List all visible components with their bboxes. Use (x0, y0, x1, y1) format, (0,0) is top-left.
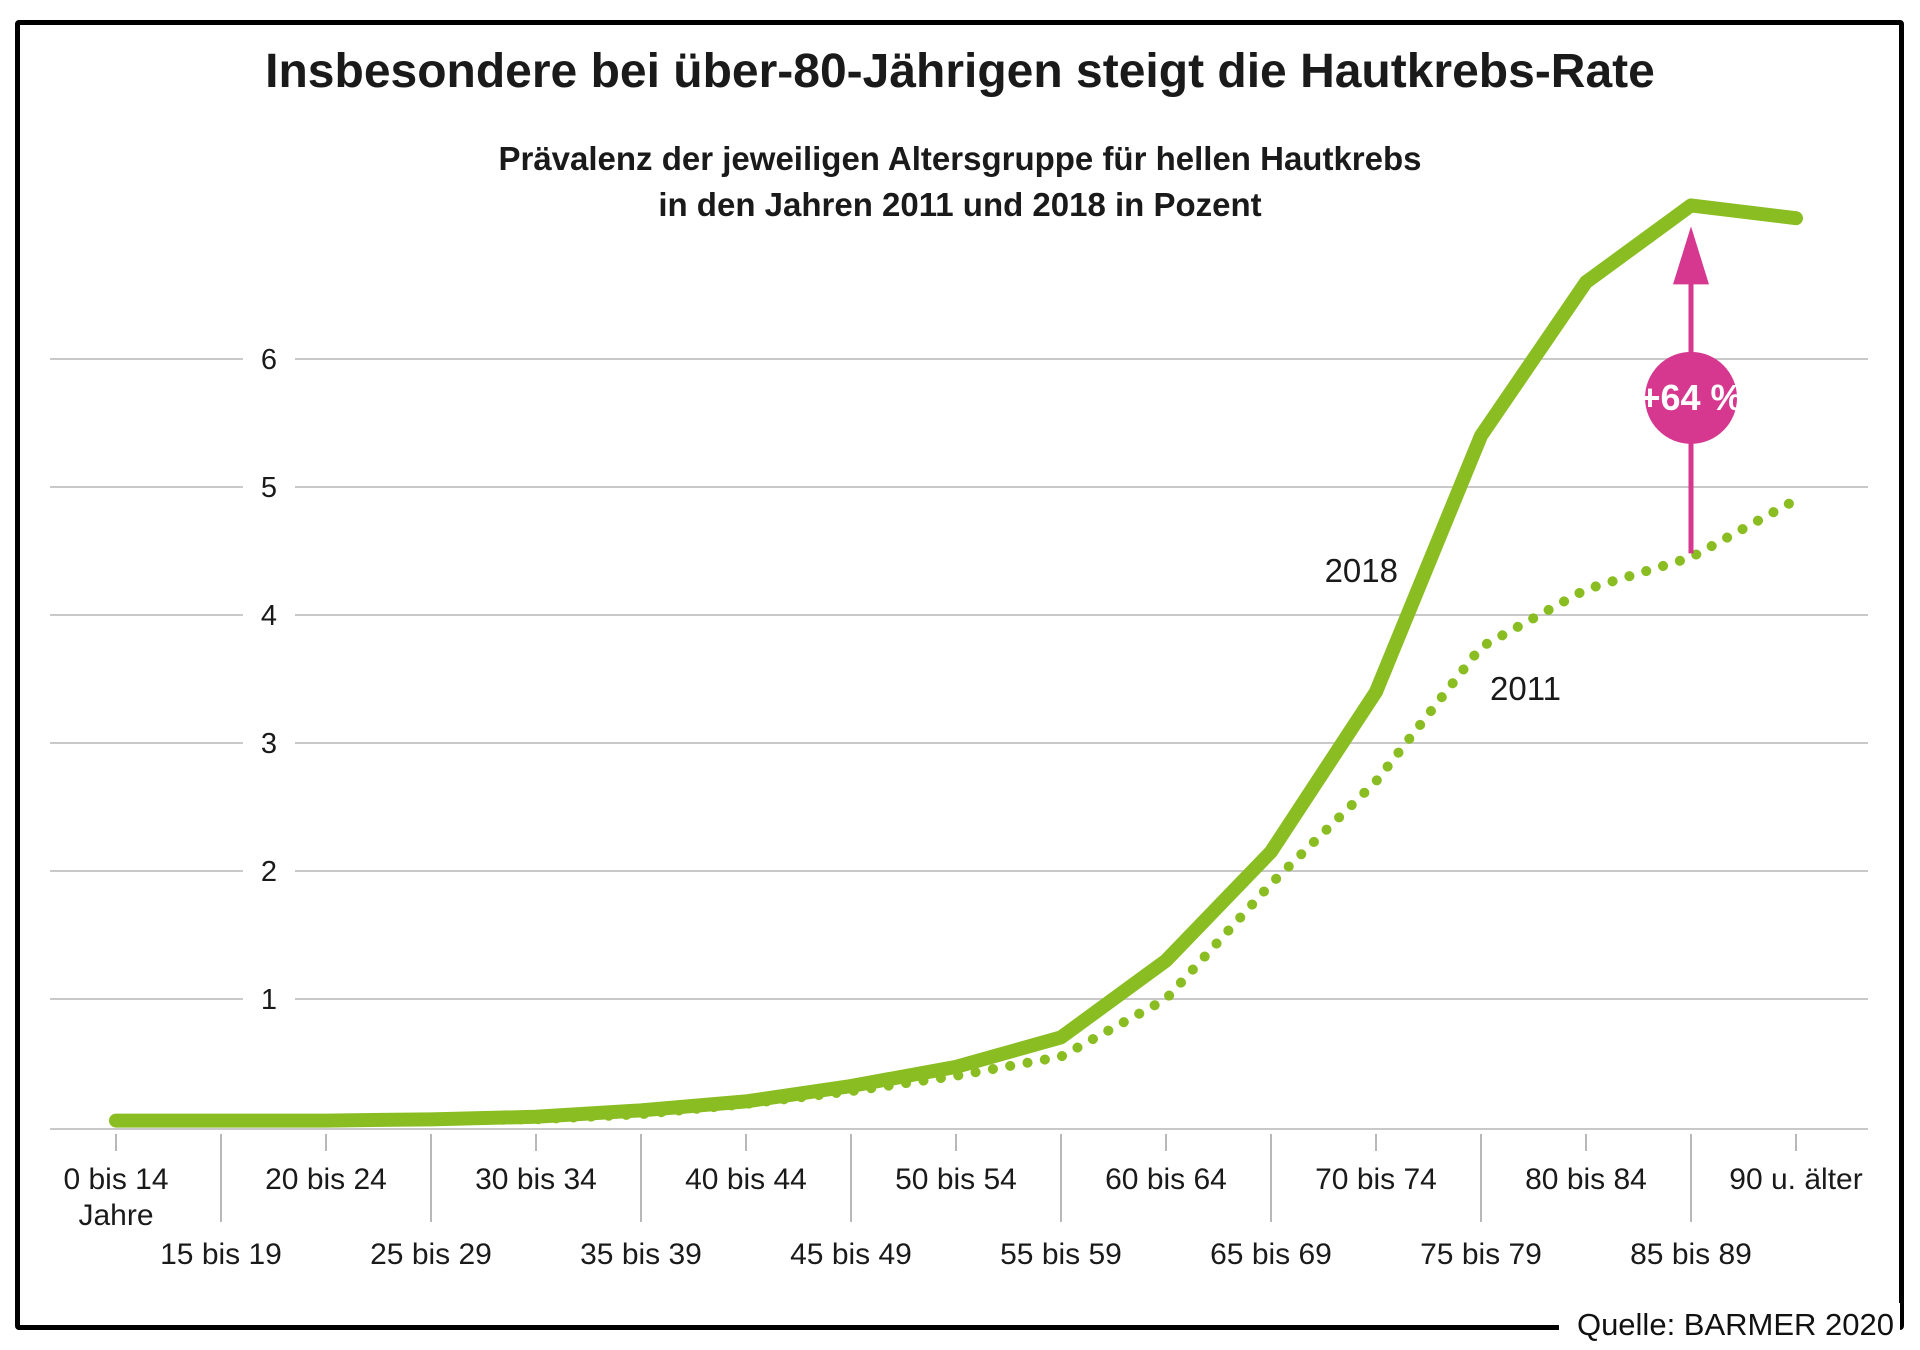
x-label-15-bis-19: 15 bis 19 (160, 1238, 282, 1271)
x-label-65-bis-69: 65 bis 69 (1210, 1238, 1332, 1271)
frame-border (15, 20, 1904, 1330)
series-line-2011 (111, 494, 1801, 1127)
annotation-arrow-head (1673, 226, 1709, 285)
y-label-bg-6 (243, 341, 295, 377)
x-label-20-bis-24: 20 bis 24 (265, 1163, 387, 1196)
x-label-55-bis-59: 55 bis 59 (1000, 1238, 1122, 1271)
y-label-bg-4 (243, 597, 295, 633)
series-label-2011: 2011 (1490, 670, 1561, 707)
y-label-bg-2 (243, 853, 295, 889)
x-label-45-bis-49: 45 bis 49 (790, 1238, 912, 1271)
y-label-bg-5 (243, 469, 295, 505)
series-line-2018 (109, 198, 1803, 1128)
x-label-line2-Jahre: Jahre (78, 1199, 153, 1232)
chart-subtitle: Prävalenz der jeweiligen Altersgruppe fü… (40, 136, 1880, 228)
x-label-50-bis-54: 50 bis 54 (895, 1163, 1017, 1196)
x-label-80-bis-84: 80 bis 84 (1525, 1163, 1647, 1196)
chart-title: Insbesondere bei über-80-Jährigen steigt… (265, 45, 1655, 98)
x-label-75-bis-79: 75 bis 79 (1420, 1238, 1542, 1271)
x-label-90-u.-älter: 90 u. älter (1729, 1163, 1862, 1196)
x-label-40-bis-44: 40 bis 44 (685, 1163, 807, 1196)
y-tick-label-5: 5 (261, 472, 277, 504)
series-label-2018: 2018 (1325, 552, 1398, 589)
subtitle-line-2: in den Jahren 2011 und 2018 in Pozent (658, 186, 1262, 223)
y-label-bg-3 (243, 725, 295, 761)
subtitle-line-1: Prävalenz der jeweiligen Altersgruppe fü… (498, 140, 1422, 177)
x-label-35-bis-39: 35 bis 39 (580, 1238, 702, 1271)
x-label-25-bis-29: 25 bis 29 (370, 1238, 492, 1271)
y-label-bg-1 (243, 981, 295, 1017)
y-tick-label-3: 3 (261, 728, 277, 760)
x-label-85-bis-89: 85 bis 89 (1630, 1238, 1752, 1271)
x-label-60-bis-64: 60 bis 64 (1105, 1163, 1227, 1196)
annotation-label: +64 % (1639, 377, 1742, 418)
x-label-0-bis-14: 0 bis 14 (63, 1163, 168, 1196)
x-label-30-bis-34: 30 bis 34 (475, 1163, 597, 1196)
x-label-70-bis-74: 70 bis 74 (1315, 1163, 1437, 1196)
y-tick-label-2: 2 (261, 856, 277, 888)
y-tick-label-6: 6 (261, 344, 277, 376)
y-tick-label-4: 4 (261, 600, 277, 632)
annotation-badge (1645, 351, 1737, 444)
source-credit: Quelle: BARMER 2020 (1558, 1303, 1900, 1347)
y-tick-label-1: 1 (261, 984, 277, 1016)
